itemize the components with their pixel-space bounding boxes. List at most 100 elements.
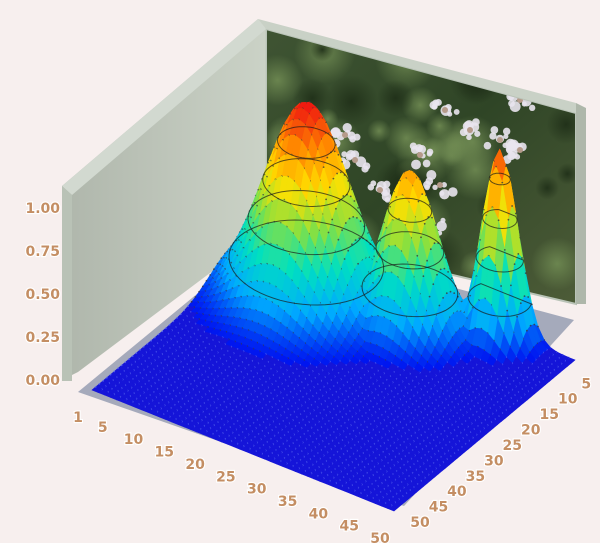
grid-point — [449, 290, 452, 293]
grid-point — [511, 205, 513, 207]
grid-point — [337, 153, 340, 156]
grid-point — [344, 222, 347, 224]
grid-point — [168, 323, 171, 326]
grid-point — [343, 258, 346, 260]
x-tick-label: 5 — [98, 420, 108, 436]
grid-point — [120, 364, 123, 367]
y-tick-label: 40 — [447, 484, 467, 500]
surface-plot — [91, 101, 576, 512]
grid-point — [450, 277, 453, 279]
grid-point — [501, 181, 504, 184]
contour-line — [375, 231, 445, 270]
grid-point — [353, 200, 356, 202]
contour-line — [488, 172, 511, 186]
grid-point — [131, 355, 134, 357]
grid-point — [521, 257, 523, 259]
contour-line — [277, 126, 336, 159]
x-tick-label: 35 — [278, 494, 297, 510]
grid-point — [422, 275, 425, 278]
grid-point — [514, 212, 517, 215]
z-tick-label: 0.00 — [25, 373, 60, 389]
grid-point — [500, 285, 502, 287]
x-tick-label: 25 — [216, 469, 235, 485]
contour-line — [262, 158, 351, 208]
grid-point — [357, 207, 359, 209]
grid-point — [442, 297, 444, 299]
grid-point — [428, 295, 431, 298]
grid-point — [433, 242, 436, 245]
contour-line — [467, 283, 532, 317]
grid-point — [445, 292, 448, 295]
z-tick-label: 0.75 — [25, 244, 60, 260]
x-tick-label: 50 — [370, 531, 390, 543]
grid-point — [516, 315, 518, 318]
grid-point — [216, 262, 219, 265]
grid-point — [443, 267, 446, 270]
grid-point — [327, 231, 330, 234]
grid-point — [341, 160, 343, 163]
grid-point — [322, 166, 325, 169]
grid-point — [150, 339, 153, 342]
grid-point — [94, 386, 97, 388]
z-axis-ticks: 1.000.750.500.250.00 — [24, 200, 61, 390]
grid-point — [337, 238, 340, 241]
y-tick-label: 20 — [521, 423, 541, 439]
grid-point — [420, 236, 422, 239]
grid-point — [335, 207, 337, 210]
contour-line — [361, 263, 459, 318]
grid-point — [417, 200, 420, 203]
grid-point — [507, 218, 510, 221]
x-tick-label: 40 — [309, 506, 329, 522]
grid-point — [176, 317, 178, 319]
grid-point — [438, 304, 441, 307]
grid-point — [428, 203, 431, 206]
grid-point — [331, 218, 334, 221]
grid-point — [205, 279, 208, 282]
grid-point — [109, 373, 112, 376]
grid-point — [102, 379, 104, 382]
grid-point — [117, 367, 119, 370]
grid-point — [432, 283, 435, 286]
grid-point — [332, 177, 335, 180]
grid-point — [113, 370, 116, 373]
grid-point — [349, 195, 352, 198]
grid-point — [328, 186, 331, 189]
grid-point — [172, 320, 175, 323]
grid-point — [523, 295, 526, 297]
grid-point — [434, 224, 437, 226]
grid-point — [505, 165, 507, 168]
grid-point — [506, 309, 509, 312]
grid-point — [98, 382, 101, 385]
grid-point — [429, 248, 432, 251]
grid-point — [220, 257, 223, 260]
grid-point — [198, 290, 201, 293]
grid-point — [425, 194, 427, 197]
grid-point — [336, 172, 338, 175]
grid-point — [194, 296, 197, 298]
grid-point — [354, 239, 357, 242]
grid-point — [341, 229, 343, 232]
grid-point — [431, 216, 433, 219]
grid-point — [421, 193, 424, 196]
grid-point — [347, 249, 350, 252]
contour-line — [475, 246, 524, 273]
grid-point — [127, 358, 130, 361]
grid-point — [517, 253, 520, 255]
grid-point — [153, 336, 156, 339]
grid-point — [161, 330, 164, 333]
grid-point — [179, 313, 182, 316]
grid-point — [209, 274, 212, 276]
grid-point — [529, 324, 532, 327]
grid-point — [352, 216, 355, 218]
y-tick-label: 15 — [540, 407, 559, 423]
grid-point — [426, 259, 428, 262]
grid-point — [453, 292, 456, 294]
grid-point — [135, 352, 138, 354]
y-tick-label: 25 — [503, 438, 522, 454]
grid-point — [348, 217, 351, 220]
grid-point — [423, 222, 426, 225]
grid-point — [537, 325, 539, 328]
grid-point — [339, 171, 342, 174]
